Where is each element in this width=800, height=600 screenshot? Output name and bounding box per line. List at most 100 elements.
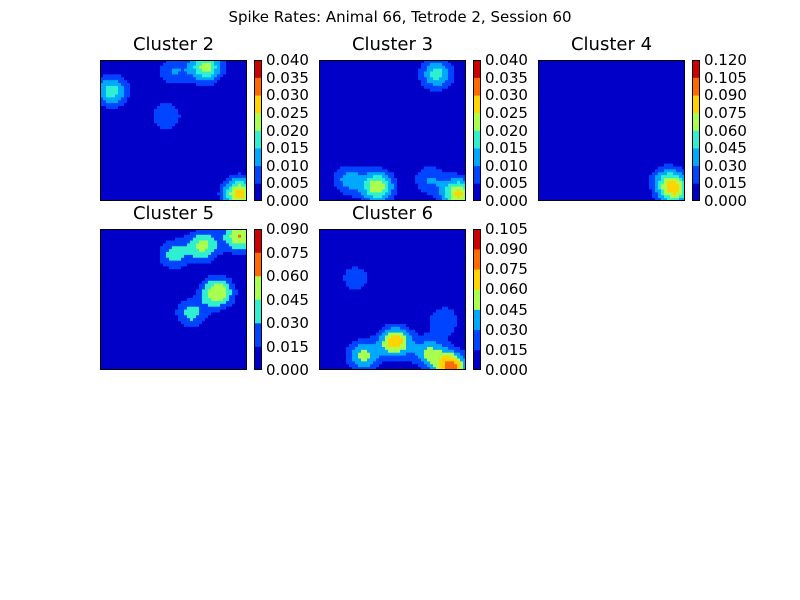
colorbar-ticks: 0.000 0.015 0.030 0.045 0.060 0.075 0.090 0.105… bbox=[704, 52, 764, 209]
colorbar bbox=[254, 229, 262, 370]
colorbar-tick-label: 0.000 bbox=[266, 361, 309, 379]
colorbar-tick-label: 0.015 bbox=[485, 340, 528, 359]
colorbar-tick-label: 0.025 bbox=[485, 103, 528, 122]
colorbar-segment bbox=[254, 276, 262, 300]
colorbar-tick-label: 0.045 bbox=[704, 139, 747, 158]
colorbar-tick-label: 0.030 bbox=[266, 314, 309, 332]
colorbar-tick-label: 0.075 bbox=[704, 103, 747, 122]
heat-cells bbox=[100, 60, 247, 201]
colorbar-segment bbox=[473, 229, 481, 250]
colorbar-segment bbox=[692, 130, 700, 149]
colorbar-ticks: 0.000 0.015 0.030 0.045 0.060 0.075 0.090 bbox=[266, 221, 326, 378]
colorbar-tick-label: 0.020 bbox=[485, 121, 528, 140]
colorbar-segment bbox=[254, 77, 262, 96]
panel-title: Cluster 2 bbox=[132, 34, 215, 55]
colorbar-tick-label: 0.030 bbox=[485, 86, 528, 105]
colorbar-tick-label: 0.020 bbox=[266, 121, 309, 140]
colorbar-tick-label: 0.035 bbox=[266, 68, 309, 87]
colorbar-segment bbox=[473, 60, 481, 78]
colorbar bbox=[692, 60, 700, 201]
colorbar-frame bbox=[473, 229, 481, 370]
plot-frame bbox=[538, 60, 685, 201]
colorbar-tick-label: 0.105 bbox=[485, 220, 528, 238]
plot-frame bbox=[319, 229, 466, 370]
colorbar-segment bbox=[254, 229, 262, 253]
colorbar-segment bbox=[473, 329, 481, 351]
colorbar-frame bbox=[254, 229, 262, 370]
colorbar-tick-label: 0.030 bbox=[485, 320, 528, 339]
colorbar-segment bbox=[692, 95, 700, 114]
colorbar-tick-label: 0.090 bbox=[266, 220, 309, 238]
plot-frame bbox=[100, 60, 247, 201]
colorbar-tick-label: 0.015 bbox=[266, 337, 309, 356]
colorbar-segment bbox=[692, 148, 700, 167]
colorbar-tick-label: 0.010 bbox=[266, 156, 309, 175]
colorbar-segment bbox=[254, 130, 262, 149]
colorbar-tick-label: 0.075 bbox=[485, 260, 528, 279]
colorbar-segment bbox=[254, 299, 262, 324]
colorbar-segment bbox=[254, 323, 262, 347]
colorbar-segment bbox=[254, 183, 262, 201]
colorbar-tick-label: 0.015 bbox=[266, 139, 309, 158]
colorbar-segment bbox=[692, 77, 700, 96]
heat-cells bbox=[319, 229, 466, 370]
colorbar-tick-label: 0.025 bbox=[266, 103, 309, 122]
heatmap-panel: Cluster 4 0.000 0.015 0.030 0.045 0.060 0.075 0… bbox=[538, 34, 768, 209]
colorbar-segment bbox=[473, 165, 481, 184]
colorbar-segment bbox=[473, 130, 481, 149]
colorbar-tick-label: 0.090 bbox=[704, 86, 747, 105]
colorbar-tick-label: 0.030 bbox=[266, 86, 309, 105]
colorbar-segment bbox=[473, 77, 481, 96]
plot-frame bbox=[100, 229, 247, 370]
colorbar-tick-label: 0.075 bbox=[266, 243, 309, 262]
colorbar-segment bbox=[473, 309, 481, 331]
colorbar-tick-label: 0.000 bbox=[704, 192, 747, 210]
heatmap-plot bbox=[538, 60, 685, 201]
heatmap-plot bbox=[100, 60, 247, 201]
heatmap-panel: Cluster 3 0.000 0.005 0.010 0.015 0.020 0.025 0… bbox=[319, 34, 549, 209]
colorbar-tick-label: 0.090 bbox=[485, 240, 528, 259]
colorbar-tick-label: 0.015 bbox=[704, 174, 747, 193]
colorbar-frame bbox=[473, 60, 481, 201]
colorbar-tick-label: 0.000 bbox=[485, 361, 528, 379]
colorbar-segment bbox=[692, 112, 700, 131]
colorbar-tick-label: 0.005 bbox=[266, 174, 309, 193]
heatmap-plot bbox=[319, 229, 466, 370]
heatmap-plot bbox=[100, 229, 247, 370]
panel-title: Cluster 4 bbox=[570, 34, 653, 55]
colorbar-segment bbox=[254, 252, 262, 277]
colorbar-segment bbox=[692, 183, 700, 201]
colorbar-segment bbox=[254, 95, 262, 114]
colorbar-segment bbox=[473, 183, 481, 201]
colorbar-tick-label: 0.045 bbox=[266, 290, 309, 309]
colorbar-tick-label: 0.015 bbox=[485, 139, 528, 158]
colorbar-segment bbox=[692, 60, 700, 78]
colorbar-frame bbox=[692, 60, 700, 201]
colorbar-frame bbox=[254, 60, 262, 201]
heatmap-plot bbox=[319, 60, 466, 201]
heatmap-panel: Cluster 6 0.000 0.015 0.030 0.045 0.060 0.075 0… bbox=[319, 203, 549, 378]
colorbar bbox=[254, 60, 262, 201]
heat-cells bbox=[100, 229, 247, 370]
colorbar-segment bbox=[473, 349, 481, 370]
colorbar-tick-label: 0.060 bbox=[485, 280, 528, 299]
colorbar-tick-label: 0.060 bbox=[704, 121, 747, 140]
colorbar-segment bbox=[473, 148, 481, 167]
colorbar bbox=[473, 229, 481, 370]
colorbar-segment bbox=[254, 60, 262, 78]
colorbar-tick-label: 0.030 bbox=[704, 156, 747, 175]
colorbar bbox=[473, 60, 481, 201]
colorbar-segment bbox=[473, 95, 481, 114]
colorbar-segment bbox=[473, 289, 481, 310]
colorbar-tick-label: 0.060 bbox=[266, 267, 309, 285]
panel-title: Cluster 5 bbox=[132, 203, 215, 224]
colorbar-tick-label: 0.040 bbox=[485, 51, 528, 69]
colorbar-tick-label: 0.000 bbox=[485, 192, 528, 210]
colorbar-segment bbox=[254, 148, 262, 167]
colorbar-tick-label: 0.120 bbox=[704, 51, 747, 69]
colorbar-tick-label: 0.005 bbox=[485, 174, 528, 193]
heat-cells bbox=[538, 60, 685, 201]
panel-title: Cluster 6 bbox=[351, 203, 434, 224]
figure-suptitle: Spike Rates: Animal 66, Tetrode 2, Sessi… bbox=[228, 8, 572, 26]
colorbar-segment bbox=[254, 346, 262, 370]
